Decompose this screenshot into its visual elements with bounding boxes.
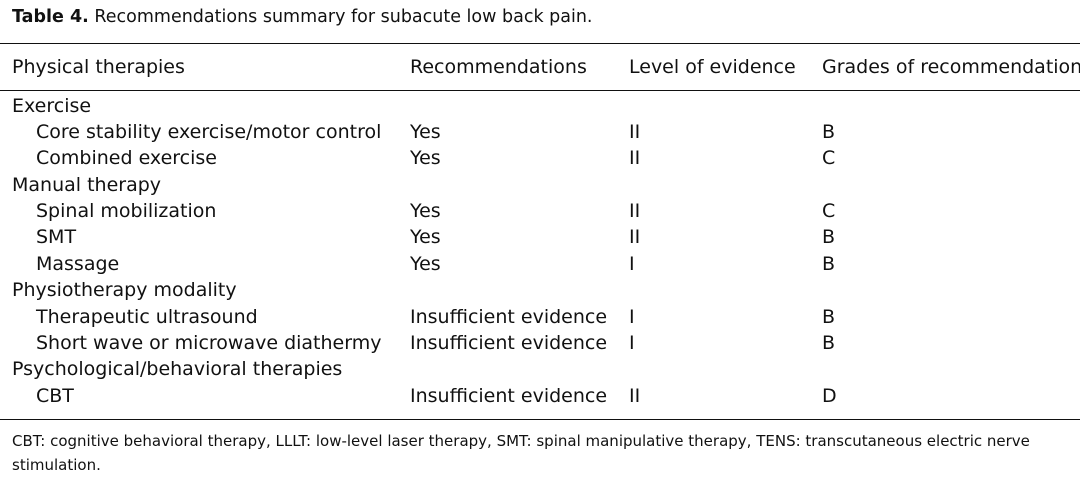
table-footnote: CBT: cognitive behavioral therapy, LLLT:… (12, 432, 1030, 474)
therapy-cell: SMT (36, 226, 77, 248)
group-label: Psychological/behavioral therapies (12, 358, 343, 380)
group-row: Physiotherapy modality (0, 277, 1080, 303)
recommendation-cell: Yes (410, 121, 441, 143)
therapy-cell: Combined exercise (36, 147, 217, 169)
table-row: Combined exercise Yes II C (0, 145, 1080, 171)
table-row: Spinal mobilization Yes II C (0, 198, 1080, 224)
table-top-rule (0, 43, 1080, 44)
table-row: SMT Yes II B (0, 224, 1080, 250)
grade-cell: C (822, 200, 836, 222)
column-header-physical-therapies: Physical therapies (12, 56, 185, 78)
therapy-cell: Short wave or microwave diathermy (36, 332, 382, 354)
group-row: Psychological/behavioral therapies (0, 356, 1080, 382)
recommendation-cell: Yes (410, 226, 441, 248)
group-label: Exercise (12, 95, 92, 117)
therapy-cell: Therapeutic ultrasound (36, 306, 258, 328)
column-header-grades: Grades of recommendation (822, 56, 1080, 78)
recommendation-cell: Yes (410, 200, 441, 222)
group-row: Exercise (0, 93, 1080, 119)
table-bottom-rule (0, 419, 1080, 420)
level-cell: II (629, 147, 641, 169)
table-row: Core stability exercise/motor control Ye… (0, 119, 1080, 145)
level-cell: I (629, 253, 635, 275)
table-row: Massage Yes I B (0, 251, 1080, 277)
level-cell: II (629, 121, 641, 143)
table-caption-text: Recommendations summary for subacute low… (94, 7, 593, 27)
level-cell: I (629, 306, 635, 328)
grade-cell: B (822, 332, 836, 354)
group-row: Manual therapy (0, 172, 1080, 198)
level-cell: I (629, 332, 635, 354)
level-cell: II (629, 385, 641, 407)
column-header-level-of-evidence: Level of evidence (629, 56, 796, 78)
recommendation-cell: Insufficient evidence (410, 332, 608, 354)
grade-cell: C (822, 147, 836, 169)
column-header-recommendations: Recommendations (410, 56, 587, 78)
therapy-cell: Core stability exercise/motor control (36, 121, 382, 143)
table-caption: Table 4. Recommendations summary for sub… (12, 6, 593, 28)
table-caption-label: Table 4. (12, 7, 89, 27)
grade-cell: D (822, 385, 837, 407)
level-cell: II (629, 200, 641, 222)
therapy-cell: CBT (36, 385, 74, 407)
grade-cell: B (822, 306, 836, 328)
recommendation-cell: Yes (410, 253, 441, 275)
grade-cell: B (822, 226, 836, 248)
therapy-cell: Spinal mobilization (36, 200, 217, 222)
table-row: Short wave or microwave diathermy Insuff… (0, 330, 1080, 356)
group-label: Manual therapy (12, 174, 162, 196)
table-header-rule (0, 90, 1080, 91)
table-row: Therapeutic ultrasound Insufficient evid… (0, 304, 1080, 330)
table-row: CBT Insufficient evidence II D (0, 383, 1080, 409)
table-header-row: Physical therapies Recommendations Level… (0, 54, 1080, 80)
recommendation-cell: Insufficient evidence (410, 306, 608, 328)
recommendation-cell: Yes (410, 147, 441, 169)
recommendation-cell: Insufficient evidence (410, 385, 608, 407)
group-label: Physiotherapy modality (12, 279, 237, 301)
grade-cell: B (822, 253, 836, 275)
grade-cell: B (822, 121, 836, 143)
level-cell: II (629, 226, 641, 248)
therapy-cell: Massage (36, 253, 120, 275)
